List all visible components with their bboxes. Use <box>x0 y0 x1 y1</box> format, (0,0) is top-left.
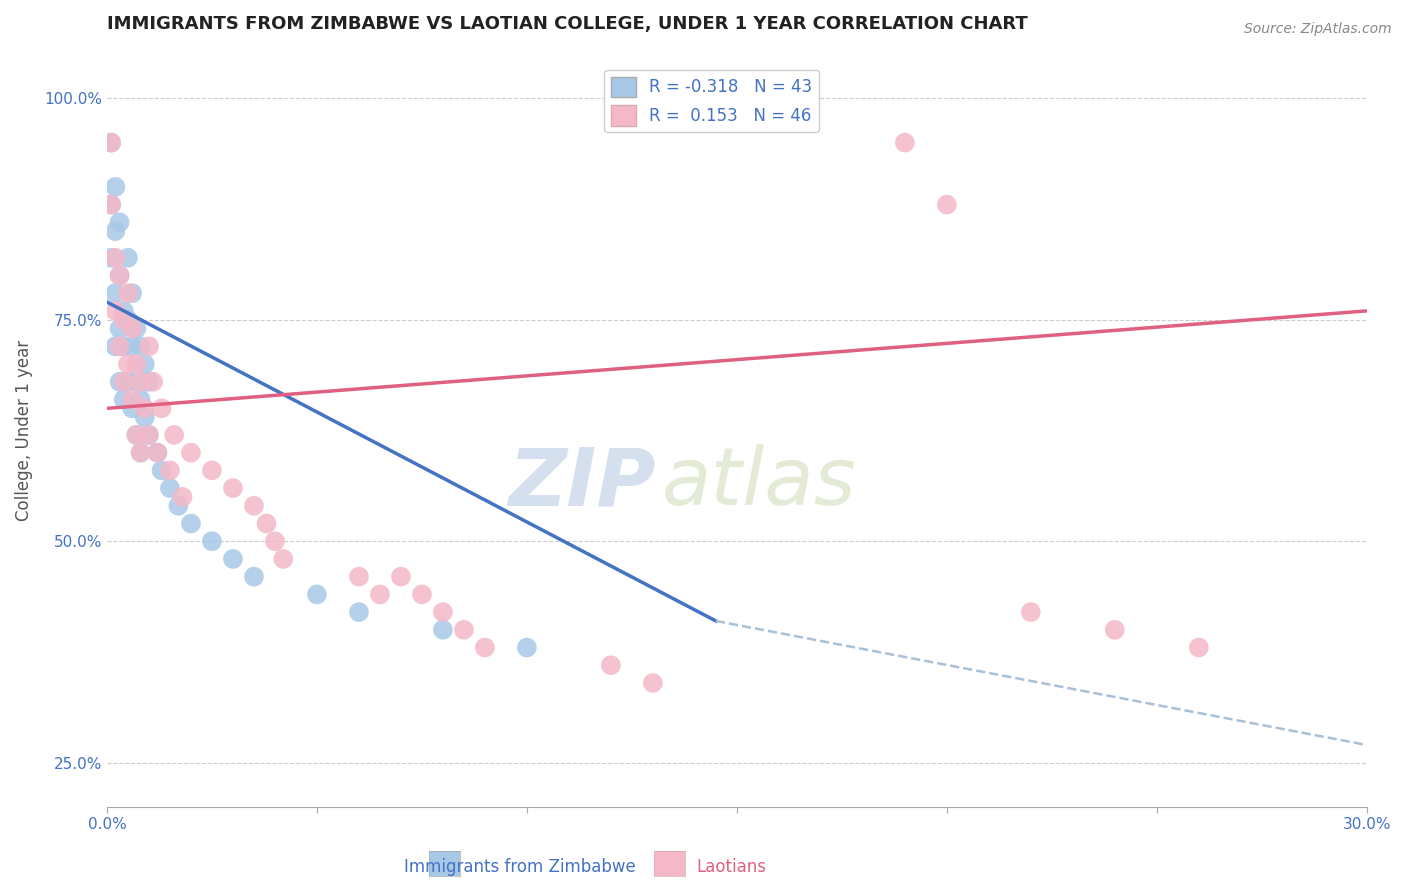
Point <box>108 339 131 353</box>
Text: atlas: atlas <box>661 444 856 522</box>
Point <box>108 375 131 389</box>
Point <box>125 321 148 335</box>
Point <box>264 534 287 549</box>
Point <box>129 445 152 459</box>
Point <box>112 312 135 326</box>
Point <box>201 534 224 549</box>
Point <box>453 623 475 637</box>
Point <box>117 312 139 326</box>
Point <box>347 569 370 583</box>
Point <box>150 401 173 416</box>
Text: ZIP: ZIP <box>508 444 655 522</box>
Point <box>112 392 135 407</box>
Point <box>117 286 139 301</box>
Point <box>142 375 165 389</box>
Point <box>108 268 131 283</box>
Point <box>100 251 122 265</box>
Point <box>100 197 122 211</box>
Point <box>1019 605 1042 619</box>
Point <box>389 569 412 583</box>
Point <box>172 490 194 504</box>
Point <box>641 676 664 690</box>
Point <box>167 499 190 513</box>
Point <box>150 463 173 477</box>
Point <box>163 428 186 442</box>
Point <box>104 224 127 238</box>
Y-axis label: College, Under 1 year: College, Under 1 year <box>15 340 32 521</box>
Point <box>108 215 131 229</box>
Point <box>243 499 266 513</box>
Point <box>894 136 917 150</box>
Point <box>112 375 135 389</box>
Point <box>516 640 538 655</box>
Point <box>121 286 143 301</box>
Point <box>474 640 496 655</box>
Point <box>125 428 148 442</box>
Point <box>108 321 131 335</box>
Point <box>112 304 135 318</box>
Point <box>104 251 127 265</box>
Point <box>117 251 139 265</box>
Point <box>121 401 143 416</box>
Point <box>125 428 148 442</box>
Point <box>180 844 202 858</box>
Point <box>305 587 328 601</box>
Point <box>125 375 148 389</box>
Point <box>146 445 169 459</box>
Text: Immigrants from Zimbabwe: Immigrants from Zimbabwe <box>405 858 636 876</box>
Point <box>411 587 433 601</box>
Point <box>121 321 143 335</box>
Text: Source: ZipAtlas.com: Source: ZipAtlas.com <box>1244 22 1392 37</box>
Point <box>138 339 160 353</box>
Point <box>138 375 160 389</box>
Point <box>256 516 278 531</box>
Point <box>125 357 148 371</box>
Point <box>935 197 957 211</box>
Point <box>104 180 127 194</box>
Point <box>129 339 152 353</box>
Point <box>432 623 454 637</box>
Point <box>112 339 135 353</box>
Point <box>117 357 139 371</box>
Point <box>180 445 202 459</box>
Point <box>104 286 127 301</box>
Point <box>368 587 391 601</box>
Point <box>129 445 152 459</box>
Point <box>117 375 139 389</box>
Point <box>129 392 152 407</box>
Point <box>100 197 122 211</box>
Point <box>1104 623 1126 637</box>
Point <box>138 428 160 442</box>
Text: IMMIGRANTS FROM ZIMBABWE VS LAOTIAN COLLEGE, UNDER 1 YEAR CORRELATION CHART: IMMIGRANTS FROM ZIMBABWE VS LAOTIAN COLL… <box>107 15 1028 33</box>
Point <box>243 569 266 583</box>
Point <box>146 445 169 459</box>
Point <box>599 658 621 673</box>
Text: Laotians: Laotians <box>696 858 766 876</box>
Point <box>121 392 143 407</box>
Point <box>100 136 122 150</box>
Point <box>159 463 181 477</box>
Point <box>134 410 156 425</box>
Point <box>134 401 156 416</box>
Point <box>201 463 224 477</box>
Point <box>108 268 131 283</box>
Point <box>432 605 454 619</box>
Point <box>100 136 122 150</box>
Point <box>273 552 295 566</box>
Point <box>159 481 181 495</box>
Point <box>222 552 245 566</box>
Point <box>347 605 370 619</box>
Point <box>222 481 245 495</box>
Point <box>138 428 160 442</box>
Point <box>104 339 127 353</box>
Point <box>121 339 143 353</box>
Point <box>180 516 202 531</box>
Point <box>134 357 156 371</box>
Point <box>104 304 127 318</box>
Legend: R = -0.318   N = 43, R =  0.153   N = 46: R = -0.318 N = 43, R = 0.153 N = 46 <box>605 70 820 132</box>
Point <box>129 375 152 389</box>
Point <box>1188 640 1211 655</box>
